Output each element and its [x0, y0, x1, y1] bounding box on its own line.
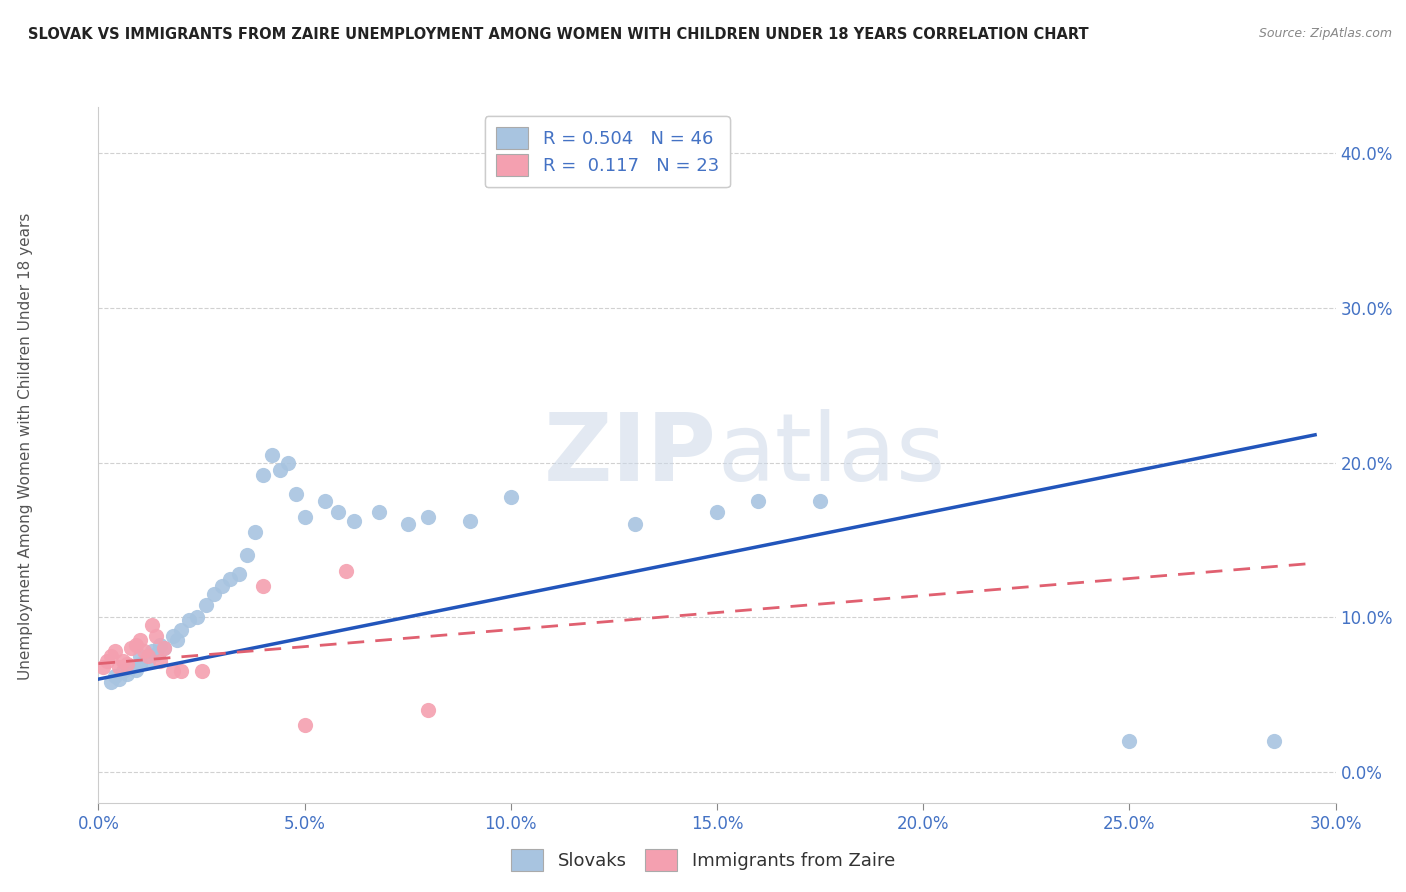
Point: [162, 665, 184, 679]
Point: [124, 663, 146, 677]
Point: [294, 718, 316, 732]
Point: [228, 566, 250, 581]
Legend: Slovaks, Immigrants from Zaire: Slovaks, Immigrants from Zaire: [503, 842, 903, 879]
Text: Source: ZipAtlas.com: Source: ZipAtlas.com: [1258, 27, 1392, 40]
Point: [108, 659, 131, 673]
Point: [100, 675, 122, 690]
Point: [149, 654, 172, 668]
Point: [120, 641, 142, 656]
Point: [170, 623, 193, 637]
Point: [706, 505, 728, 519]
Point: [236, 549, 259, 563]
Point: [141, 644, 163, 658]
Point: [179, 613, 201, 627]
Point: [202, 587, 225, 601]
Point: [285, 486, 308, 500]
Point: [194, 598, 217, 612]
Point: [166, 633, 188, 648]
Point: [170, 665, 193, 679]
Point: [747, 494, 769, 508]
Point: [252, 579, 274, 593]
Point: [1263, 734, 1285, 748]
Point: [128, 657, 150, 671]
Point: [252, 468, 274, 483]
Point: [153, 641, 176, 656]
Point: [314, 494, 336, 508]
Point: [124, 638, 146, 652]
Point: [458, 515, 481, 529]
Point: [145, 648, 167, 662]
Point: [128, 633, 150, 648]
Point: [91, 659, 114, 673]
Point: [162, 629, 184, 643]
Point: [499, 490, 522, 504]
Text: SLOVAK VS IMMIGRANTS FROM ZAIRE UNEMPLOYMENT AMONG WOMEN WITH CHILDREN UNDER 18 : SLOVAK VS IMMIGRANTS FROM ZAIRE UNEMPLOY…: [28, 27, 1088, 42]
Point: [108, 672, 131, 686]
Point: [153, 641, 176, 656]
Point: [808, 494, 831, 508]
Point: [243, 525, 266, 540]
Point: [277, 456, 299, 470]
Point: [294, 509, 316, 524]
Point: [145, 629, 167, 643]
Point: [120, 659, 142, 673]
Point: [112, 665, 135, 679]
Point: [136, 654, 159, 668]
Point: [343, 515, 366, 529]
Point: [396, 517, 419, 532]
Point: [104, 644, 127, 658]
Legend: R = 0.504   N = 46, R =  0.117   N = 23: R = 0.504 N = 46, R = 0.117 N = 23: [485, 116, 730, 187]
Point: [141, 618, 163, 632]
Point: [367, 505, 389, 519]
Point: [211, 579, 233, 593]
Point: [190, 665, 212, 679]
Point: [260, 448, 283, 462]
Point: [1118, 734, 1140, 748]
Point: [128, 648, 150, 663]
Point: [186, 610, 208, 624]
Point: [219, 572, 242, 586]
Point: [418, 509, 440, 524]
Point: [112, 654, 135, 668]
Point: [136, 648, 159, 663]
Point: [96, 654, 118, 668]
Point: [104, 669, 127, 683]
Point: [149, 638, 172, 652]
Point: [326, 505, 349, 519]
Text: ZIP: ZIP: [544, 409, 717, 501]
Point: [132, 644, 155, 658]
Point: [269, 463, 291, 477]
Point: [100, 648, 122, 663]
Point: [623, 517, 645, 532]
Point: [117, 657, 139, 671]
Text: Unemployment Among Women with Children Under 18 years: Unemployment Among Women with Children U…: [18, 212, 32, 680]
Point: [335, 564, 357, 578]
Text: atlas: atlas: [717, 409, 945, 501]
Point: [418, 703, 440, 717]
Point: [117, 667, 139, 681]
